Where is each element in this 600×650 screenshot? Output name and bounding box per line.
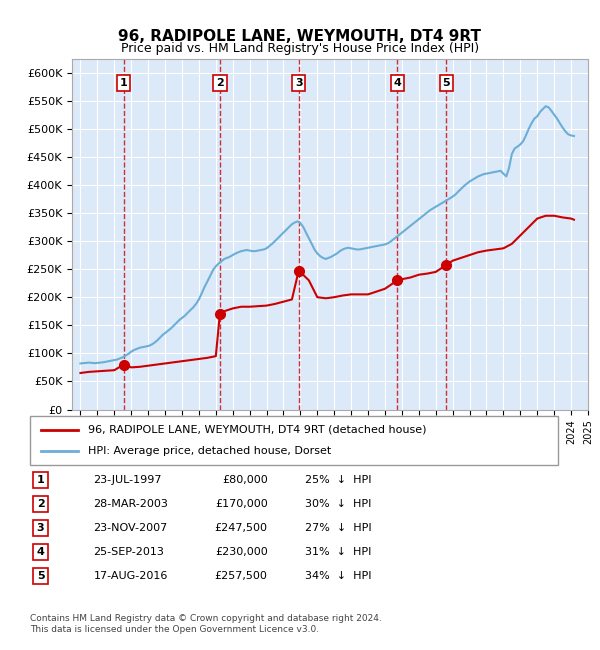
Text: 25%  ↓  HPI: 25% ↓ HPI: [305, 475, 371, 485]
Text: 96, RADIPOLE LANE, WEYMOUTH, DT4 9RT (detached house): 96, RADIPOLE LANE, WEYMOUTH, DT4 9RT (de…: [88, 424, 427, 435]
Text: HPI: Average price, detached house, Dorset: HPI: Average price, detached house, Dors…: [88, 446, 331, 456]
Text: 5: 5: [37, 571, 44, 581]
Text: 23-NOV-2007: 23-NOV-2007: [94, 523, 167, 533]
Text: 28-MAR-2003: 28-MAR-2003: [94, 499, 168, 509]
Text: Contains HM Land Registry data © Crown copyright and database right 2024.
This d: Contains HM Land Registry data © Crown c…: [30, 614, 382, 634]
Text: 30%  ↓  HPI: 30% ↓ HPI: [305, 499, 371, 509]
Text: £80,000: £80,000: [222, 475, 268, 485]
Text: 2: 2: [37, 499, 44, 509]
FancyBboxPatch shape: [30, 416, 558, 465]
Text: 34%  ↓  HPI: 34% ↓ HPI: [305, 571, 371, 581]
Text: 1: 1: [37, 475, 44, 485]
Text: 5: 5: [443, 78, 450, 88]
Text: 27%  ↓  HPI: 27% ↓ HPI: [305, 523, 371, 533]
Text: 4: 4: [37, 547, 44, 557]
Text: £230,000: £230,000: [215, 547, 268, 557]
Text: Price paid vs. HM Land Registry's House Price Index (HPI): Price paid vs. HM Land Registry's House …: [121, 42, 479, 55]
Text: 17-AUG-2016: 17-AUG-2016: [94, 571, 168, 581]
Text: 23-JUL-1997: 23-JUL-1997: [94, 475, 162, 485]
Text: 1: 1: [120, 78, 128, 88]
Text: £257,500: £257,500: [215, 571, 268, 581]
Text: £170,000: £170,000: [215, 499, 268, 509]
Text: 31%  ↓  HPI: 31% ↓ HPI: [305, 547, 371, 557]
Text: 3: 3: [295, 78, 302, 88]
Text: 96, RADIPOLE LANE, WEYMOUTH, DT4 9RT: 96, RADIPOLE LANE, WEYMOUTH, DT4 9RT: [119, 29, 482, 44]
Text: 4: 4: [394, 78, 401, 88]
Text: 25-SEP-2013: 25-SEP-2013: [94, 547, 164, 557]
Text: £247,500: £247,500: [215, 523, 268, 533]
Text: 3: 3: [37, 523, 44, 533]
Text: 2: 2: [216, 78, 224, 88]
